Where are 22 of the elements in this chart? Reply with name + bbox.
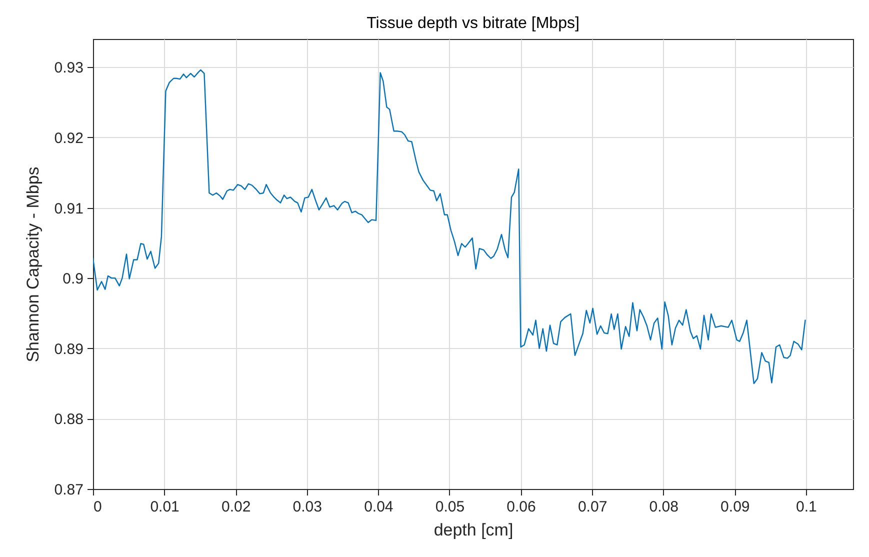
y-axis-title: Shannon Capacity - Mbps bbox=[23, 166, 42, 362]
y-tick-label: 0.9 bbox=[62, 270, 84, 288]
x-tick-label: 0.02 bbox=[221, 498, 251, 516]
y-tick-label: 0.88 bbox=[54, 411, 84, 428]
x-tick-label: 0.04 bbox=[364, 498, 394, 516]
y-tick-label: 0.91 bbox=[54, 200, 84, 218]
x-axis-title: depth [cm] bbox=[434, 520, 514, 540]
y-tick-label: 0.89 bbox=[54, 340, 84, 358]
x-tick-label: 0.07 bbox=[578, 498, 608, 516]
x-tick-label: 0.05 bbox=[435, 498, 465, 516]
x-tick-label: 0.1 bbox=[796, 498, 817, 516]
x-tick-label: 0.08 bbox=[649, 498, 678, 516]
y-tick-label: 0.93 bbox=[54, 60, 84, 77]
x-tick-label: 0.09 bbox=[720, 498, 750, 516]
x-tick-label: 0.03 bbox=[292, 498, 322, 516]
x-tick-label: 0.01 bbox=[150, 498, 180, 516]
x-tick-label: 0 bbox=[94, 498, 102, 516]
y-tick-label: 0.92 bbox=[54, 130, 84, 147]
line-series bbox=[93, 69, 806, 384]
chart-title: Tissue depth vs bitrate [Mbps] bbox=[366, 15, 580, 32]
y-tick-label: 0.87 bbox=[54, 482, 84, 498]
x-tick-label: 0.06 bbox=[506, 498, 536, 516]
